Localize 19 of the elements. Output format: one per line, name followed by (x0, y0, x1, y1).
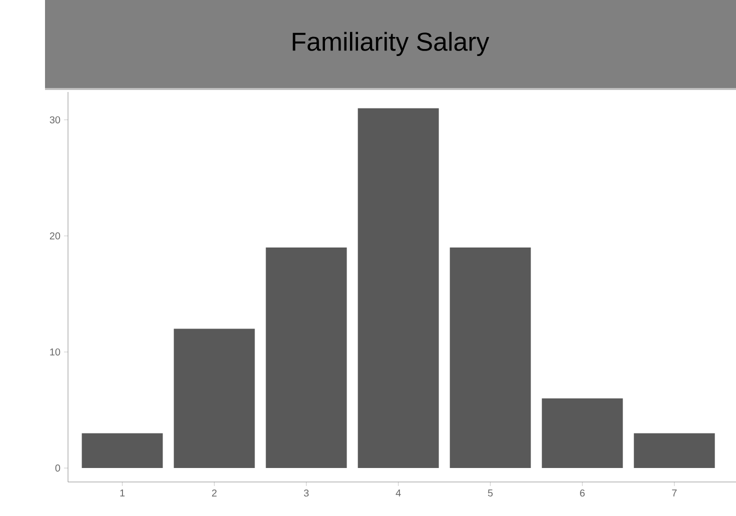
bar (82, 433, 163, 468)
bar (266, 248, 347, 468)
x-tick-label: 6 (580, 490, 585, 497)
bar (634, 433, 715, 468)
bar (174, 328, 255, 468)
bar (450, 248, 531, 468)
x-tick-label: 5 (488, 490, 493, 496)
bar (358, 108, 439, 468)
y-tick-label: 20 (50, 232, 60, 240)
y-tick-label: 30 (50, 116, 60, 124)
y-tick-label: 10 (50, 348, 60, 356)
y-tick-label: 0 (55, 464, 60, 472)
x-tick-label: 4 (396, 490, 401, 496)
x-tick-label: 2 (212, 490, 217, 496)
x-tick-label: 3 (304, 490, 309, 497)
chart-title: Familiarity Salary (292, 32, 490, 56)
bar (542, 398, 623, 468)
x-tick-label: 7 (672, 490, 677, 496)
x-tick-label: 1 (120, 490, 125, 496)
